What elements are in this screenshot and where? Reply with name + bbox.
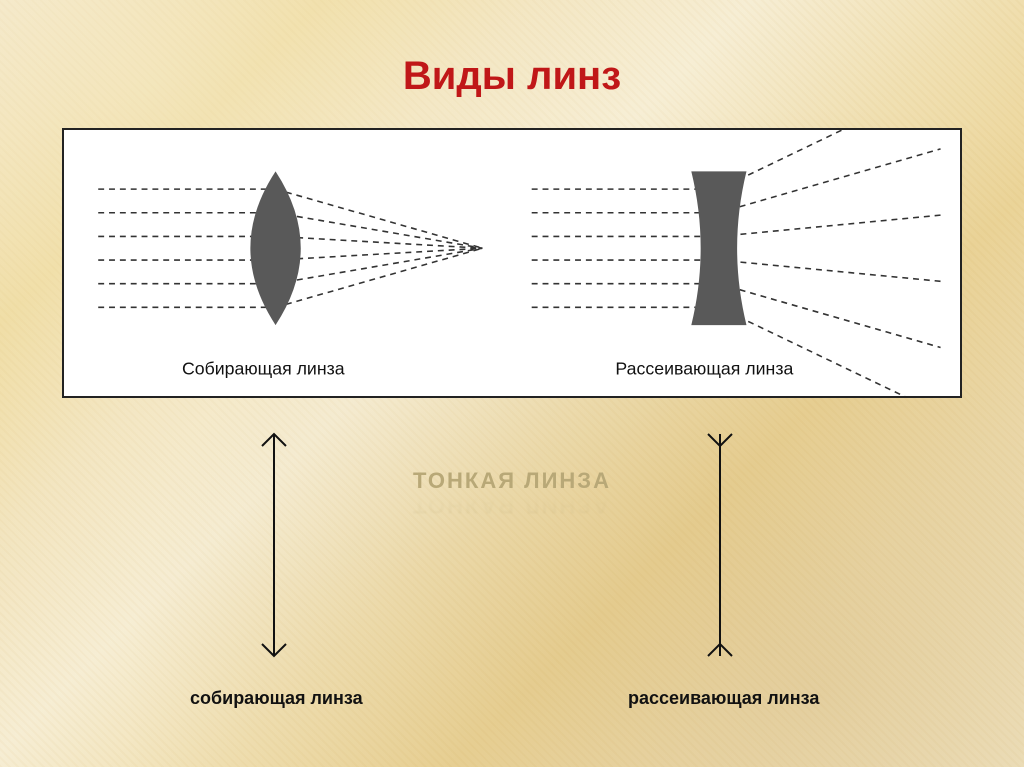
converging-symbol-label: собирающая линза <box>190 688 363 709</box>
lens-diagram-panel: Собирающая линза Рассеивающая линза <box>62 128 962 398</box>
lens-symbol-area <box>0 430 1024 660</box>
diverging-symbol-label: рассеивающая линза <box>628 688 819 709</box>
diverging-symbol-label-text: рассеивающая линза <box>628 688 819 708</box>
lens-symbol-svg <box>0 430 1024 660</box>
converging-symbol-label-text: собирающая линза <box>190 688 363 708</box>
slide-title-text: Виды линз <box>403 54 621 98</box>
svg-text:Рассеивающая линза: Рассеивающая линза <box>615 358 793 378</box>
svg-text:Собирающая линза: Собирающая линза <box>182 358 345 378</box>
bottom-labels: собирающая линза рассеивающая линза <box>0 688 1024 718</box>
lens-diagram-svg: Собирающая линза Рассеивающая линза <box>64 130 960 396</box>
slide-title: Виды линз <box>0 54 1024 99</box>
